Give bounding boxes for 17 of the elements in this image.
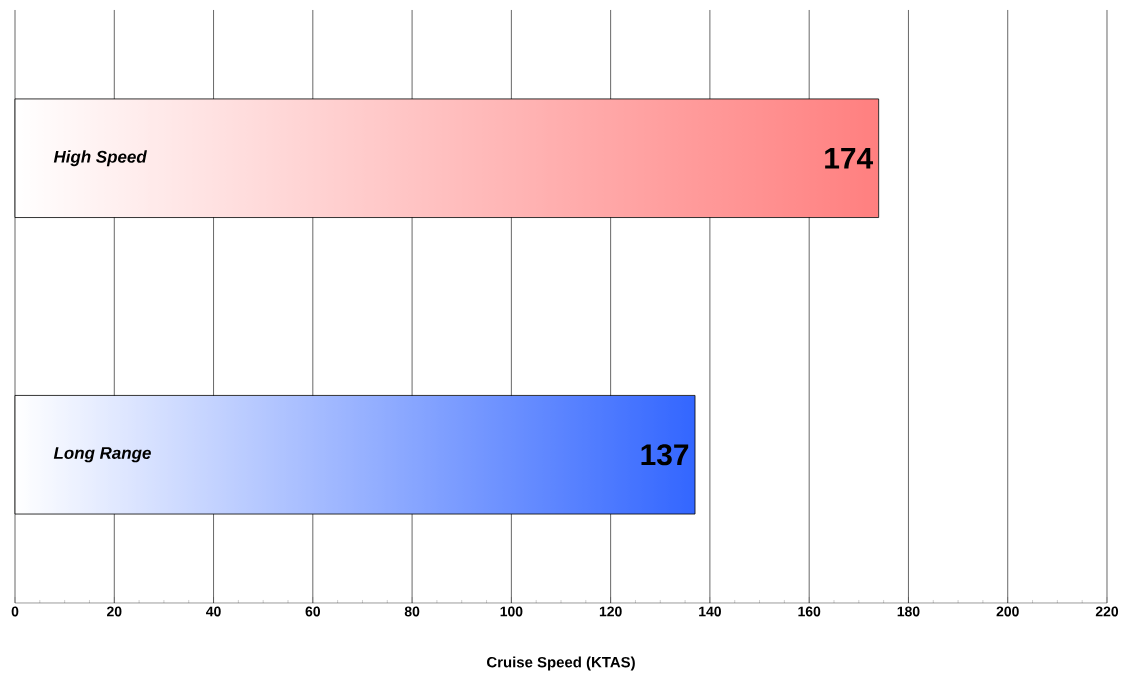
x-axis-title: Cruise Speed (KTAS): [487, 656, 635, 671]
data-label: 174: [825, 147, 873, 169]
x-tick-label: 200: [996, 606, 1019, 617]
x-tick-label: 0: [11, 606, 19, 617]
x-tick-label: 60: [305, 606, 321, 617]
x-tick-label: 80: [404, 606, 420, 617]
x-tick-label: 220: [1095, 606, 1119, 617]
x-tick-label: 140: [699, 606, 721, 617]
data-label: 137: [641, 444, 689, 466]
x-tick-label: 100: [500, 606, 523, 617]
x-tick-label: 180: [897, 606, 920, 617]
x-tick-label: 20: [107, 606, 122, 617]
x-tick-label: 40: [206, 606, 221, 617]
x-tick-label: 160: [798, 606, 821, 617]
y-tick-label: High Speed: [53, 150, 147, 167]
y-tick-label: Long Range: [53, 447, 151, 463]
x-tick-label: 120: [599, 606, 622, 617]
